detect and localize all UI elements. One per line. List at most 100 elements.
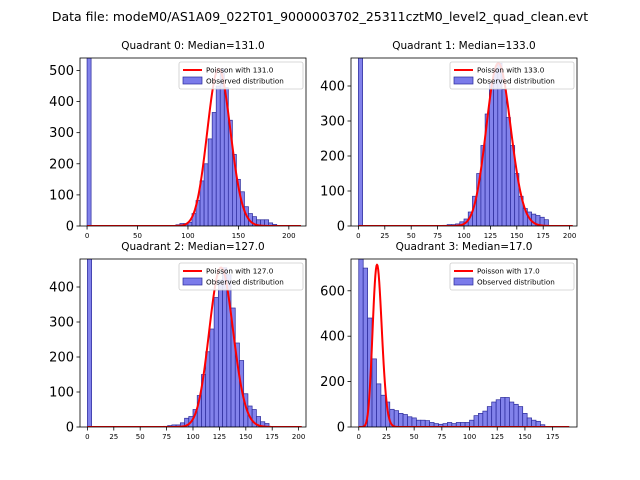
x-tick-label: 125 [484, 232, 497, 240]
y-tick-label: 400 [49, 95, 74, 110]
figure-suptitle: Data file: modeM0/AS1A09_022T01_90000037… [51, 9, 589, 24]
histogram-bar [205, 351, 211, 427]
x-tick-label: 175 [546, 433, 559, 441]
y-tick-label: 500 [49, 64, 74, 79]
histogram-bar [501, 89, 507, 226]
histogram-bar [211, 112, 217, 226]
legend-line-label: Poisson with 17.0 [477, 267, 540, 276]
legend-bar-label: Observed distribution [477, 278, 555, 287]
legend-bar-label: Observed distribution [477, 77, 555, 86]
x-tick-label: 100 [186, 433, 199, 441]
legend-bar-label: Observed distribution [206, 278, 284, 287]
y-tick-label: 600 [320, 284, 345, 299]
histogram-bar [402, 414, 408, 427]
histogram-bar [486, 406, 493, 427]
x-tick-label: 0 [357, 433, 361, 441]
y-tick-label: 0 [66, 220, 74, 235]
subplot-quadrant-2: Quadrant 2: Median=127.0 0 25 50 75 100 125 150… [49, 241, 307, 441]
histogram-bar [380, 394, 386, 427]
x-tick-label: 150 [510, 232, 523, 240]
x-tick-label: 100 [181, 232, 194, 240]
x-tick-label: 0 [85, 433, 89, 441]
x-tick-label: 150 [239, 433, 252, 441]
legend-bar-swatch [182, 76, 203, 85]
x-tick-label: 75 [437, 433, 446, 441]
y-tick-label: 100 [320, 185, 345, 200]
x-tick-label: 125 [491, 433, 504, 441]
legend-line-label: Poisson with 127.0 [206, 267, 274, 276]
axes-frame [350, 258, 578, 428]
histogram-bar [362, 267, 368, 427]
legend: Poisson with 131.0 Observed distribution [178, 61, 304, 90]
histogram-bar [219, 68, 225, 226]
legend-box [449, 262, 575, 291]
x-tick-label: 100 [463, 433, 476, 441]
legend-bar-swatch [453, 76, 474, 85]
histogram-bar [209, 328, 215, 427]
plot-area [358, 259, 570, 427]
histogram-bar [416, 419, 422, 427]
histogram-bar [500, 397, 506, 427]
y-tick-label: 0 [66, 421, 74, 436]
histogram-bar [407, 416, 413, 427]
legend-box [178, 262, 304, 291]
plot-area [357, 58, 574, 226]
x-tick-label: 100 [457, 232, 470, 240]
x-tick-label: 25 [382, 433, 391, 441]
x-tick-label: 200 [282, 232, 295, 240]
y-tick-label: 400 [320, 80, 345, 95]
legend-bar-swatch [453, 277, 474, 286]
x-tick-label: 50 [136, 433, 145, 441]
histogram-bar [469, 419, 475, 427]
histogram-bar [203, 163, 209, 226]
histogram-bar [513, 403, 519, 427]
histogram-bar [217, 279, 223, 427]
histogram-bar [411, 417, 417, 427]
histogram-bar [87, 259, 92, 427]
x-tick-label: 50 [410, 433, 419, 441]
legend: Poisson with 127.0 Observed distribution [178, 262, 304, 291]
x-tick-label: 150 [518, 433, 531, 441]
histogram-bar [531, 419, 537, 427]
histogram-bar [473, 415, 479, 427]
histogram-bar [86, 58, 92, 226]
x-tick-label: 0 [85, 232, 89, 240]
histogram-bar [376, 383, 382, 427]
subplot-quadrant-0: Quadrant 0: Median=131.0 0 50 100 150 200 0 100… [49, 40, 307, 240]
x-tick-label: 125 [213, 433, 226, 441]
subplot-title: Quadrant 0: Median=131.0 [121, 40, 264, 52]
histogram-bar [493, 68, 499, 226]
poisson-curve [357, 62, 574, 226]
y-tick-label: 100 [49, 188, 74, 203]
histogram-bar [222, 267, 228, 427]
legend-bar-swatch [182, 277, 203, 286]
legend-box [178, 61, 304, 90]
x-tick-label: 175 [266, 433, 279, 441]
legend: Poisson with 17.0 Observed distribution [449, 262, 575, 291]
y-tick-label: 400 [320, 330, 345, 345]
x-tick-label: 25 [380, 232, 389, 240]
histogram-bar [420, 419, 426, 427]
legend-line-label: Poisson with 133.0 [477, 66, 545, 75]
y-tick-label: 200 [320, 375, 345, 390]
y-tick-label: 300 [49, 316, 74, 331]
histogram-bar [522, 413, 528, 427]
x-tick-label: 150 [232, 232, 245, 240]
histogram-bar [371, 358, 377, 427]
histogram-bar [526, 417, 532, 427]
poisson-curve [86, 266, 303, 427]
histogram-bar [509, 401, 515, 427]
histogram-bar [207, 138, 213, 226]
x-tick-label: 75 [162, 433, 171, 441]
poisson-curve [358, 263, 570, 427]
y-tick-label: 200 [49, 157, 74, 172]
subplot-title: Quadrant 2: Median=127.0 [121, 241, 264, 253]
histogram-bar [495, 399, 501, 427]
legend-line-label: Poisson with 131.0 [206, 66, 274, 75]
histogram-bar [478, 413, 484, 427]
subplot-title: Quadrant 1: Median=133.0 [392, 40, 535, 52]
histogram-bar [213, 297, 219, 427]
histogram-bar [358, 58, 363, 226]
